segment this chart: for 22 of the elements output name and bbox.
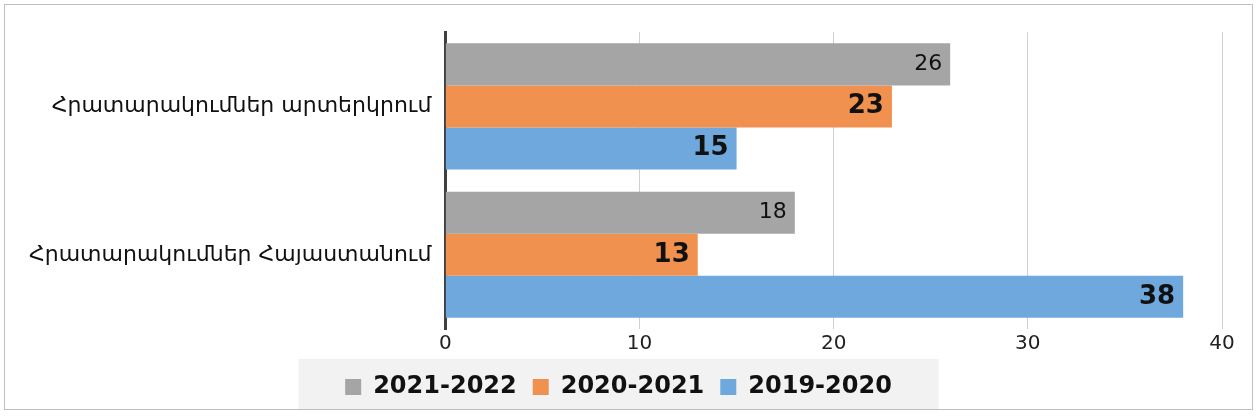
bar [445,85,892,128]
bar [445,43,951,86]
x-tick-label: 30 [1015,330,1041,355]
legend-label: 2021-2022 [373,371,517,400]
legend-label: 2019-2020 [748,371,892,400]
x-tick-label: 20 [820,330,847,355]
data-label: 38 [1138,279,1176,310]
data-label: 18 [758,198,787,224]
y-tick-label: Հրատարակումներ Հայաստանում [29,240,433,266]
y-tick-label: Հրատարակումներ արտերկրում [51,92,433,118]
x-tick-label: 10 [626,330,653,355]
data-label: 15 [692,131,729,162]
data-label: 13 [653,237,690,268]
bar [445,191,795,234]
bar [445,127,737,170]
bar [445,275,1184,318]
x-tick-label: 40 [1209,330,1235,355]
bar [445,233,698,276]
legend-label: 2020-2021 [560,371,705,400]
data-label: 23 [847,89,884,120]
data-label: 26 [914,50,943,76]
x-tick-label: 0 [438,330,452,355]
